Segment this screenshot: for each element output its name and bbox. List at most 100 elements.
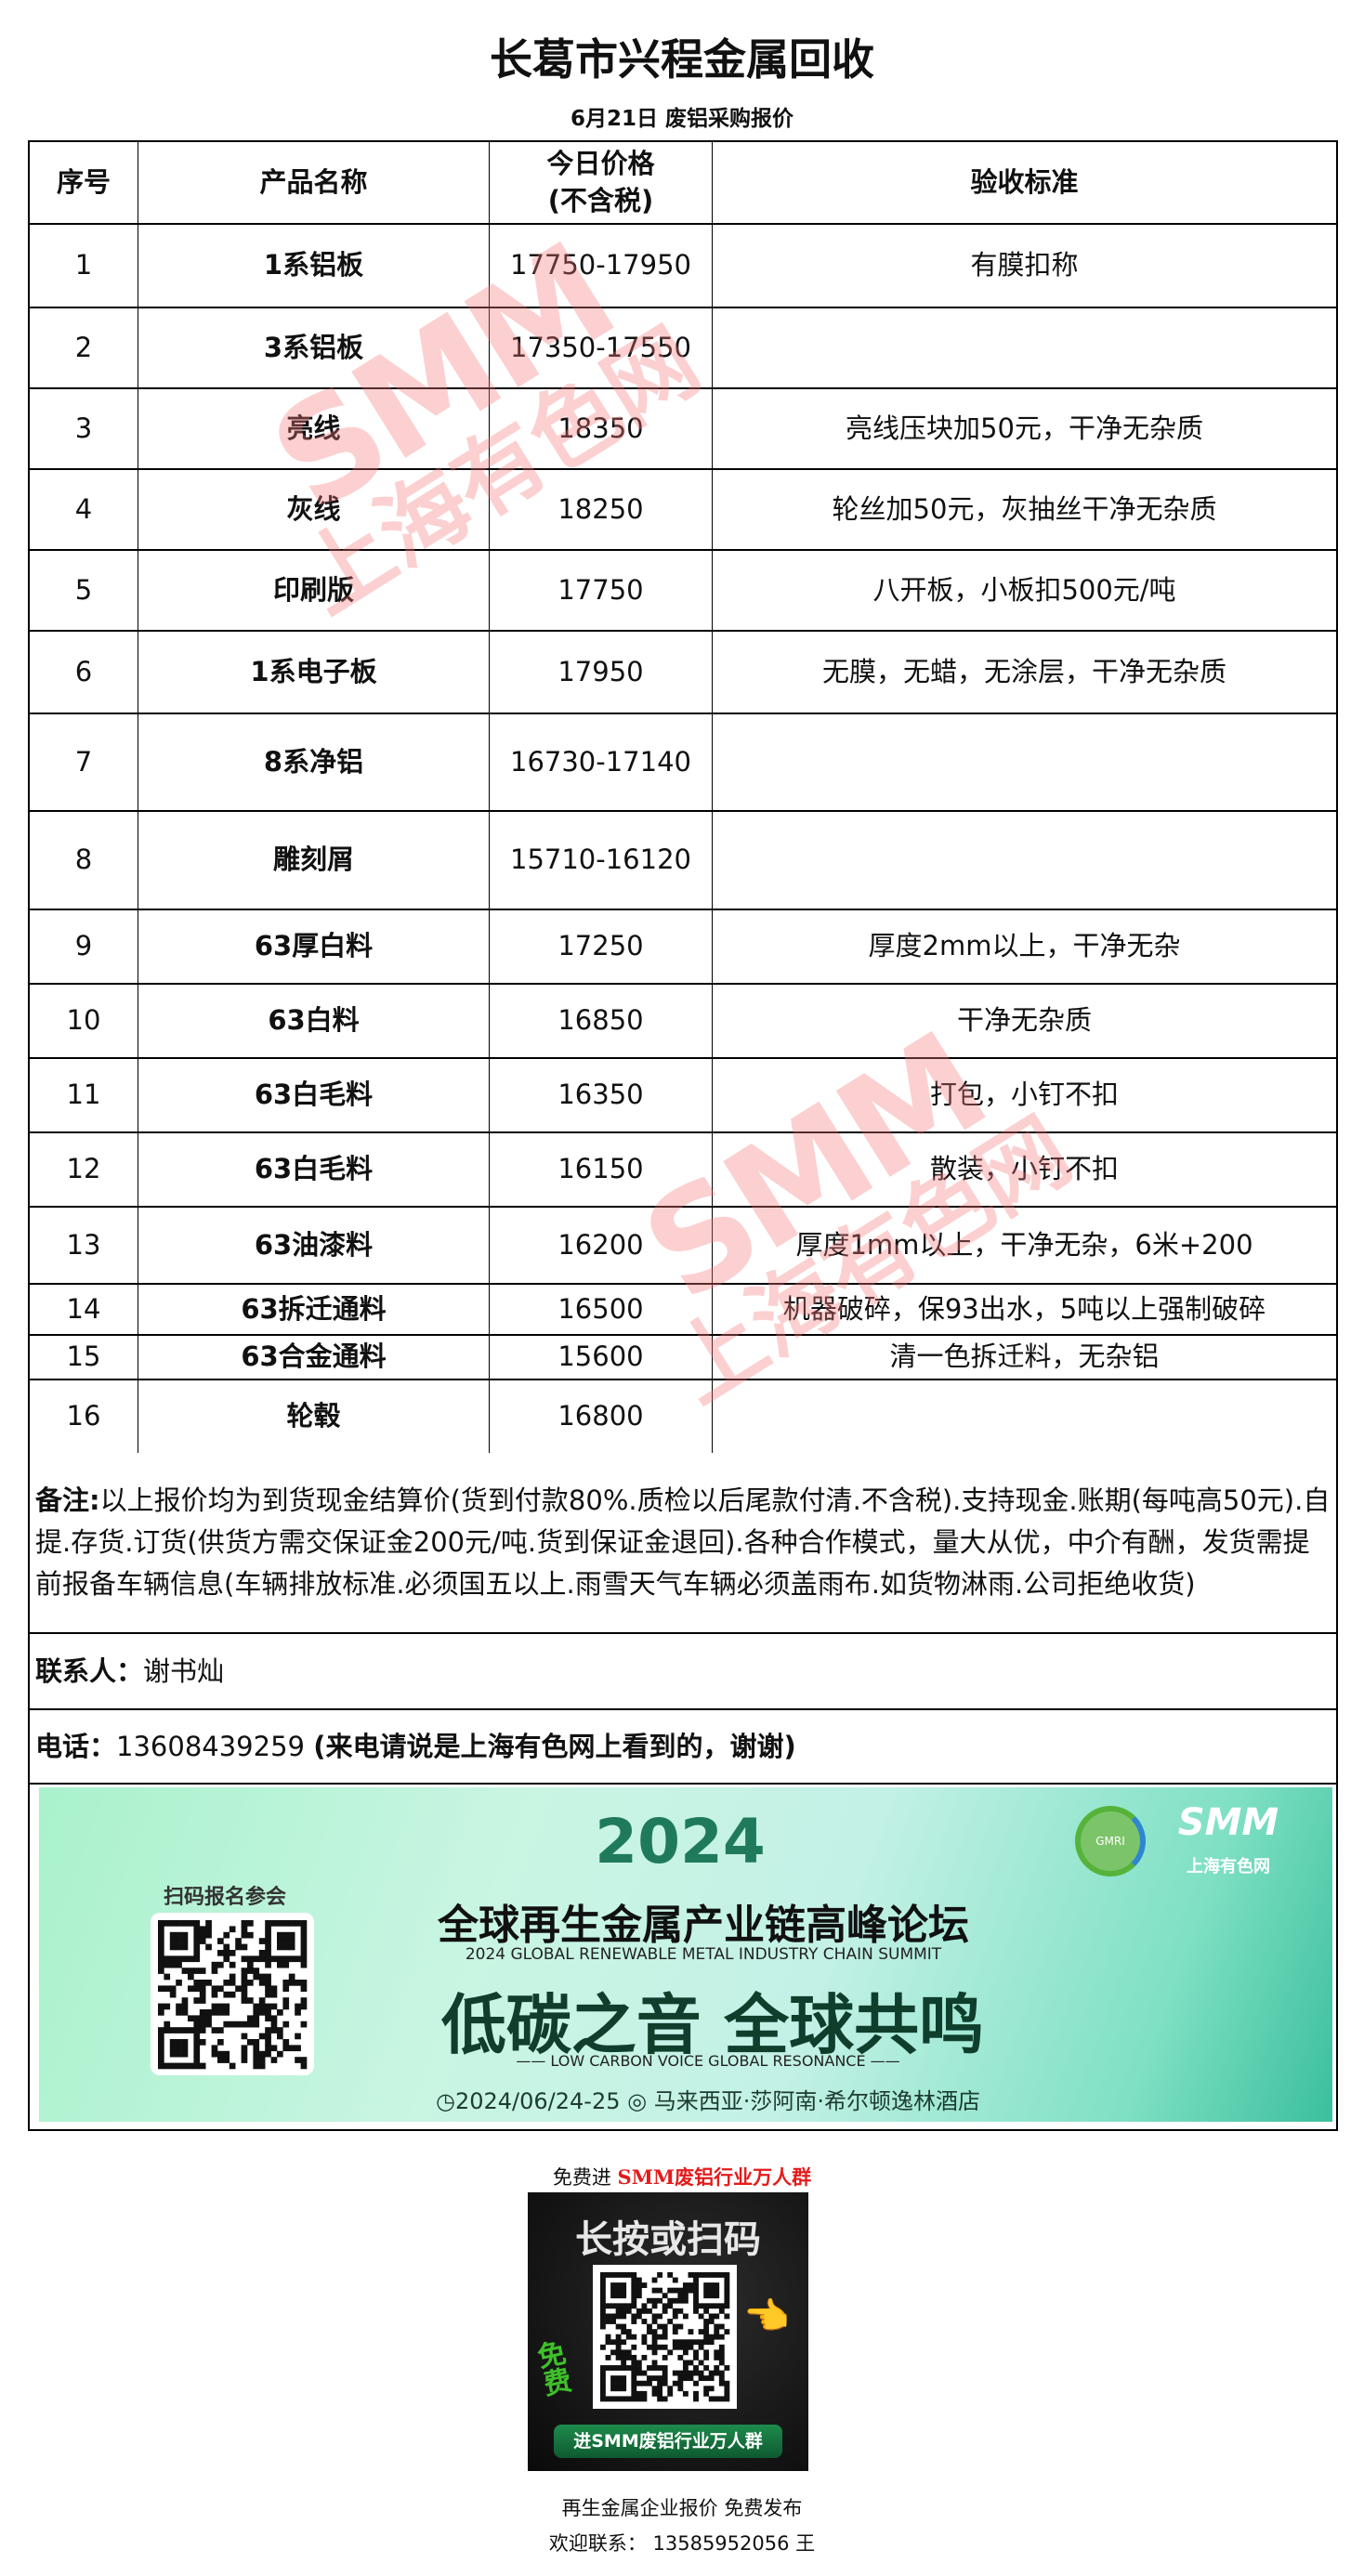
cell-name: 8系净铝 [138, 714, 490, 810]
cell-name: 雕刻屑 [138, 812, 490, 909]
cell-price: 16730-17140 [490, 714, 713, 810]
cell-standard: 亮线压块加50元，干净无杂质 [846, 412, 1203, 444]
cell-price: 15600 [490, 1336, 713, 1379]
table-row: 14 63拆迁通料 16500 机器破碎，保93出水，5吨以上强制破碎 [30, 1285, 1336, 1336]
table-row: 12 63白毛料 16150 散装，小钉不扣 [30, 1133, 1336, 1208]
cell-price: 17350-17550 [490, 308, 713, 387]
cell-no: 16 [30, 1380, 138, 1453]
banner-venue: 马来西亚·莎阿南·希尔顿逸林酒店 [653, 2088, 980, 2114]
page-subtitle: 6月21日 废铝采购报价 [570, 107, 794, 131]
table-row: 5 印刷版 17750 八开板，小板扣500元/吨 [30, 551, 1336, 632]
qr-code-icon [158, 1920, 308, 2070]
cell-price: 17250 [490, 910, 713, 983]
table-row: 6 1系电子板 17950 无膜，无蜡，无涂层，干净无杂质 [30, 632, 1336, 714]
cell-name: 灰线 [138, 470, 490, 549]
phone-note: (来电请说是上海有色网上看到的，谢谢) [313, 1730, 796, 1762]
cell-name: 63白毛料 [138, 1059, 490, 1131]
cell-no: 13 [30, 1208, 138, 1283]
contact-row: 联系人： 谢书灿 [30, 1634, 1336, 1710]
cell-standard [713, 714, 1336, 810]
cell-no: 4 [30, 470, 138, 549]
contact-label: 联系人： [35, 1654, 144, 1687]
cell-name: 63合金通料 [138, 1336, 490, 1379]
cell-standard: 无膜，无蜡，无涂层，干净无杂质 [821, 655, 1226, 687]
cell-no: 7 [30, 714, 138, 810]
cell-price: 17750 [490, 551, 713, 630]
cell-standard [713, 1380, 1336, 1453]
cell-name: 63油漆料 [138, 1208, 490, 1283]
banner-slogan-en: —— LOW CARBON VOICE GLOBAL RESONANCE —— [516, 2052, 900, 2070]
cell-no: 15 [30, 1336, 138, 1379]
header-price-line1: 今日价格 [546, 148, 655, 180]
cell-name: 63厚白料 [138, 910, 490, 983]
table-row: 1 1系铝板 17750-17950 有膜扣称 [30, 225, 1336, 308]
cell-price: 16200 [490, 1208, 713, 1283]
table-row: 15 63合金通料 15600 清一色拆迁料，无杂铝 [30, 1336, 1336, 1380]
table-row: 13 63油漆料 16200 厚度1mm以上，干净无杂，6米+200 [30, 1208, 1336, 1285]
cell-price: 16800 [490, 1380, 713, 1453]
phone-number[interactable]: 13608439259 [116, 1730, 305, 1762]
notes: 备注:以上报价均为到货现金结算价(货到付款80%.质检以后尾款付清.不含税).支… [30, 1453, 1336, 1632]
table-row: 10 63白料 16850 干净无杂质 [30, 985, 1336, 1059]
notes-text: 以上报价均为到货现金结算价(货到付款80%.质检以后尾款付清.不含税).支持现金… [35, 1484, 1331, 1600]
banner-slogan-cn: 低碳之音 全球共鸣 [440, 1987, 985, 2063]
header-no: 序号 [30, 142, 138, 223]
group-qr-code[interactable] [593, 2265, 737, 2409]
location-icon: ◎ [627, 2088, 648, 2114]
cell-name: 亮线 [138, 389, 490, 468]
cell-standard: 轮丝加50元，灰抽丝干净无杂质 [832, 492, 1217, 525]
cell-no: 10 [30, 985, 138, 1057]
poster-button: 进SMM废铝行业万人群 [554, 2425, 782, 2458]
qr-code[interactable] [151, 1913, 314, 2075]
gmri-logo: GMRI [1075, 1806, 1146, 1876]
cell-name: 63白料 [138, 985, 490, 1057]
cell-price: 16150 [490, 1133, 713, 1206]
cell-price: 17750-17950 [490, 225, 713, 307]
promo-line2: 欢迎联系： 13585952056 王 [548, 2532, 816, 2555]
banner-title-en: 2024 GLOBAL RENEWABLE METAL INDUSTRY CHA… [465, 1945, 942, 1964]
notes-label: 备注: [35, 1484, 100, 1517]
pointing-hand-icon: 👈 [743, 2295, 790, 2338]
cell-name: 63白毛料 [138, 1133, 490, 1206]
group-qr-poster[interactable]: 长按或扫码 免费 👈 进SMM废铝行业万人群 [528, 2192, 808, 2471]
header-price-line2: (不含税) [547, 184, 654, 216]
cell-price: 16850 [490, 985, 713, 1057]
banner-title-cn: 全球再生金属产业链高峰论坛 [438, 1902, 969, 1949]
table-row: 16 轮毂 16800 [30, 1380, 1336, 1453]
cell-no: 9 [30, 910, 138, 983]
table-row: 11 63白毛料 16350 打包，小钉不扣 [30, 1059, 1336, 1133]
summit-banner[interactable]: 2024 扫码报名参会 全球再生金属产业链高峰论坛 2024 GLOBAL RE… [39, 1787, 1332, 2122]
header-name: 产品名称 [138, 142, 490, 223]
cell-no: 14 [30, 1285, 138, 1334]
table-row: 9 63厚白料 17250 厚度2mm以上，干净无杂 [30, 910, 1336, 985]
cell-standard: 厚度1mm以上，干净无杂，6米+200 [795, 1228, 1253, 1261]
cell-standard: 厚度2mm以上，干净无杂 [868, 930, 1181, 962]
cell-standard [713, 812, 1336, 909]
clock-icon: ◷ [436, 2088, 455, 2114]
cell-price: 16350 [490, 1059, 713, 1131]
cell-standard: 散装，小钉不扣 [929, 1153, 1119, 1185]
cell-no: 2 [30, 308, 138, 387]
cell-standard: 清一色拆迁料，无杂铝 [889, 1340, 1160, 1373]
cell-name: 3系铝板 [138, 308, 490, 387]
cell-standard: 有膜扣称 [970, 249, 1079, 281]
cell-name: 63拆迁通料 [138, 1285, 490, 1334]
cell-no: 1 [30, 225, 138, 307]
qr-code-icon [600, 2272, 730, 2402]
cell-no: 8 [30, 812, 138, 909]
cell-standard: 干净无杂质 [956, 1004, 1092, 1037]
cell-standard [713, 308, 1336, 387]
table-row: 4 灰线 18250 轮丝加50元，灰抽丝干净无杂质 [30, 470, 1336, 551]
cell-price: 15710-16120 [490, 812, 713, 909]
promo-line1: 再生金属企业报价 免费发布 [561, 2497, 803, 2519]
scan-label: 扫码报名参会 [163, 1886, 286, 1909]
table-row: 3 亮线 18350 亮线压块加50元，干净无杂质 [30, 389, 1336, 470]
cell-standard: 八开板，小板扣500元/吨 [872, 573, 1176, 606]
cell-name: 印刷版 [138, 551, 490, 630]
cell-standard: 机器破碎，保93出水，5吨以上强制破碎 [782, 1292, 1266, 1325]
cell-standard: 打包，小钉不扣 [929, 1079, 1119, 1111]
poster-free: 免费 [534, 2336, 575, 2402]
promo-group[interactable]: SMM废铝行业万人群 [617, 2165, 812, 2189]
cell-price: 16500 [490, 1285, 713, 1334]
cell-price: 17950 [490, 632, 713, 713]
